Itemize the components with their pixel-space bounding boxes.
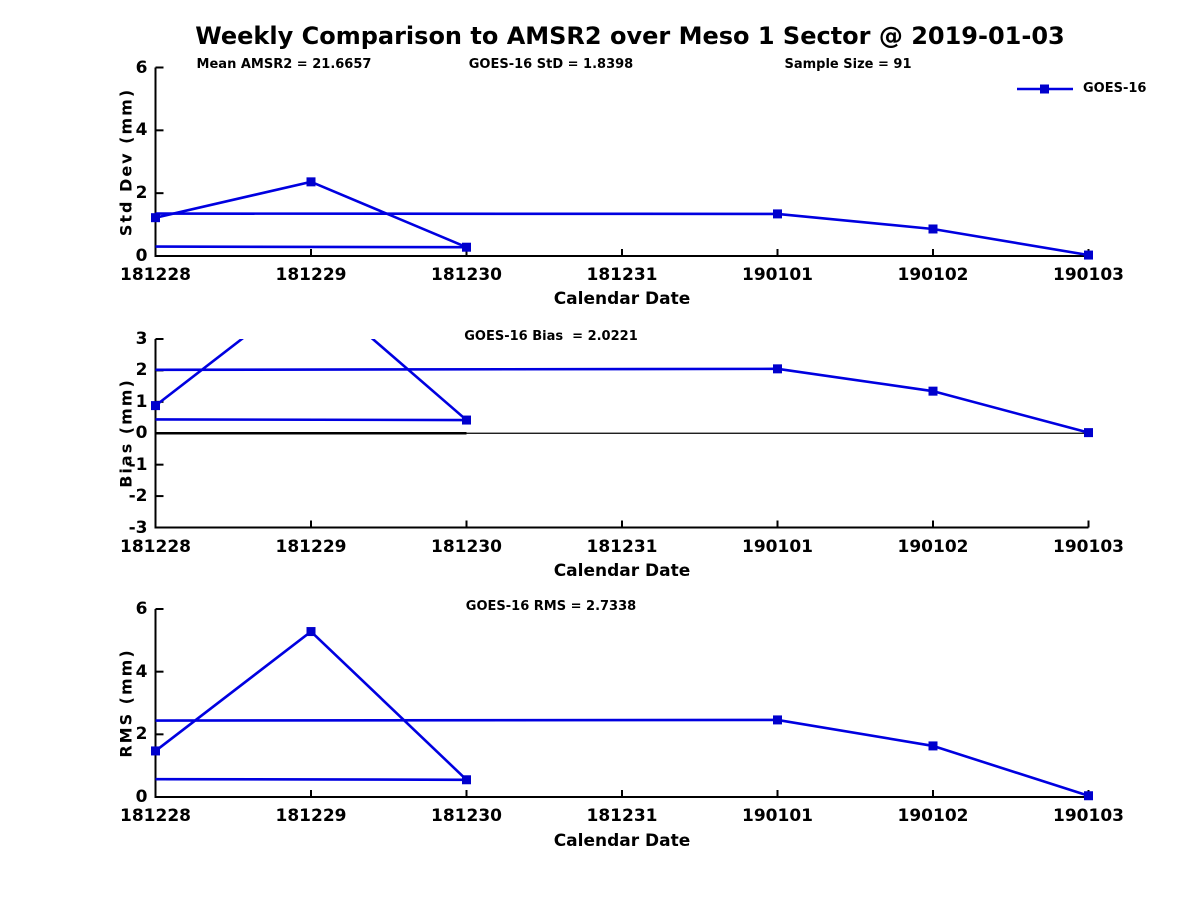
x-tick-label-190101: 190101	[742, 536, 813, 557]
x-tick-label-190101: 190101	[742, 265, 813, 285]
y-tick-label-0: 0	[135, 423, 148, 444]
x-tick-label-181228: 181228	[120, 806, 191, 826]
x-tick-label-181229: 181229	[275, 806, 347, 826]
y-tick-label-4: 4	[135, 120, 148, 141]
x-tick-label-181228: 181228	[120, 536, 191, 557]
annotation-sample-size: Sample Size = 91	[784, 57, 912, 72]
legend-line-marker-icon	[1017, 84, 1073, 93]
ylabel-std-dev: Std Dev (mm)	[116, 87, 136, 237]
y-tick-label-1: 1	[135, 391, 148, 412]
legend: GOES-16	[1016, 81, 1146, 96]
x-tick-label-181230: 181230	[431, 265, 502, 285]
y-tick-label-6: 6	[135, 57, 148, 78]
x-tick-label-190103: 190103	[1053, 536, 1124, 557]
x-tick-label-181229: 181229	[275, 536, 347, 557]
y-tick-label--3: -3	[128, 517, 148, 538]
bias-subplot-title: GOES-16 Bias = 2.0221	[464, 329, 638, 344]
rms-subplot-title: GOES-16 RMS = 2.7338	[465, 599, 637, 614]
x-tick-label-181231: 181231	[586, 265, 658, 285]
y-tick-label-0: 0	[135, 787, 148, 807]
y-tick-label-2: 2	[135, 360, 148, 381]
x-tick-label-181230: 181230	[431, 806, 502, 826]
xlabel-calendar-date: Calendar Date	[553, 289, 691, 309]
x-tick-label-190103: 190103	[1053, 265, 1124, 285]
x-tick-label-181229: 181229	[275, 265, 347, 285]
xlabel-calendar-date: Calendar Date	[553, 561, 691, 581]
x-tick-label-190102: 190102	[897, 806, 969, 826]
y-tick-label-2: 2	[135, 183, 148, 204]
x-tick-label-190103: 190103	[1053, 806, 1124, 826]
y-tick-label-6: 6	[135, 599, 148, 619]
y-tick-label-3: 3	[135, 329, 148, 349]
x-tick-label-181231: 181231	[586, 806, 658, 826]
legend-label: GOES-16	[1083, 81, 1147, 96]
xlabel-calendar-date: Calendar Date	[553, 831, 691, 851]
x-tick-label-190101: 190101	[742, 806, 813, 826]
x-tick-label-181228: 181228	[120, 265, 191, 285]
x-tick-label-190102: 190102	[897, 265, 969, 285]
figure-title: Weekly Comparison to AMSR2 over Meso 1 S…	[195, 22, 1065, 50]
x-tick-label-190102: 190102	[897, 536, 969, 557]
x-tick-label-181231: 181231	[586, 536, 658, 557]
y-tick-label-4: 4	[135, 661, 148, 682]
x-tick-label-181230: 181230	[431, 536, 502, 557]
y-tick-label--1: -1	[128, 454, 148, 475]
y-tick-label--2: -2	[128, 486, 148, 507]
annotation-goes16-std: GOES-16 StD = 1.8398	[468, 57, 634, 72]
annotation-mean-amsr2: Mean AMSR2 = 21.6657	[196, 57, 372, 72]
y-tick-label-0: 0	[135, 246, 148, 266]
y-tick-label-2: 2	[135, 724, 148, 745]
